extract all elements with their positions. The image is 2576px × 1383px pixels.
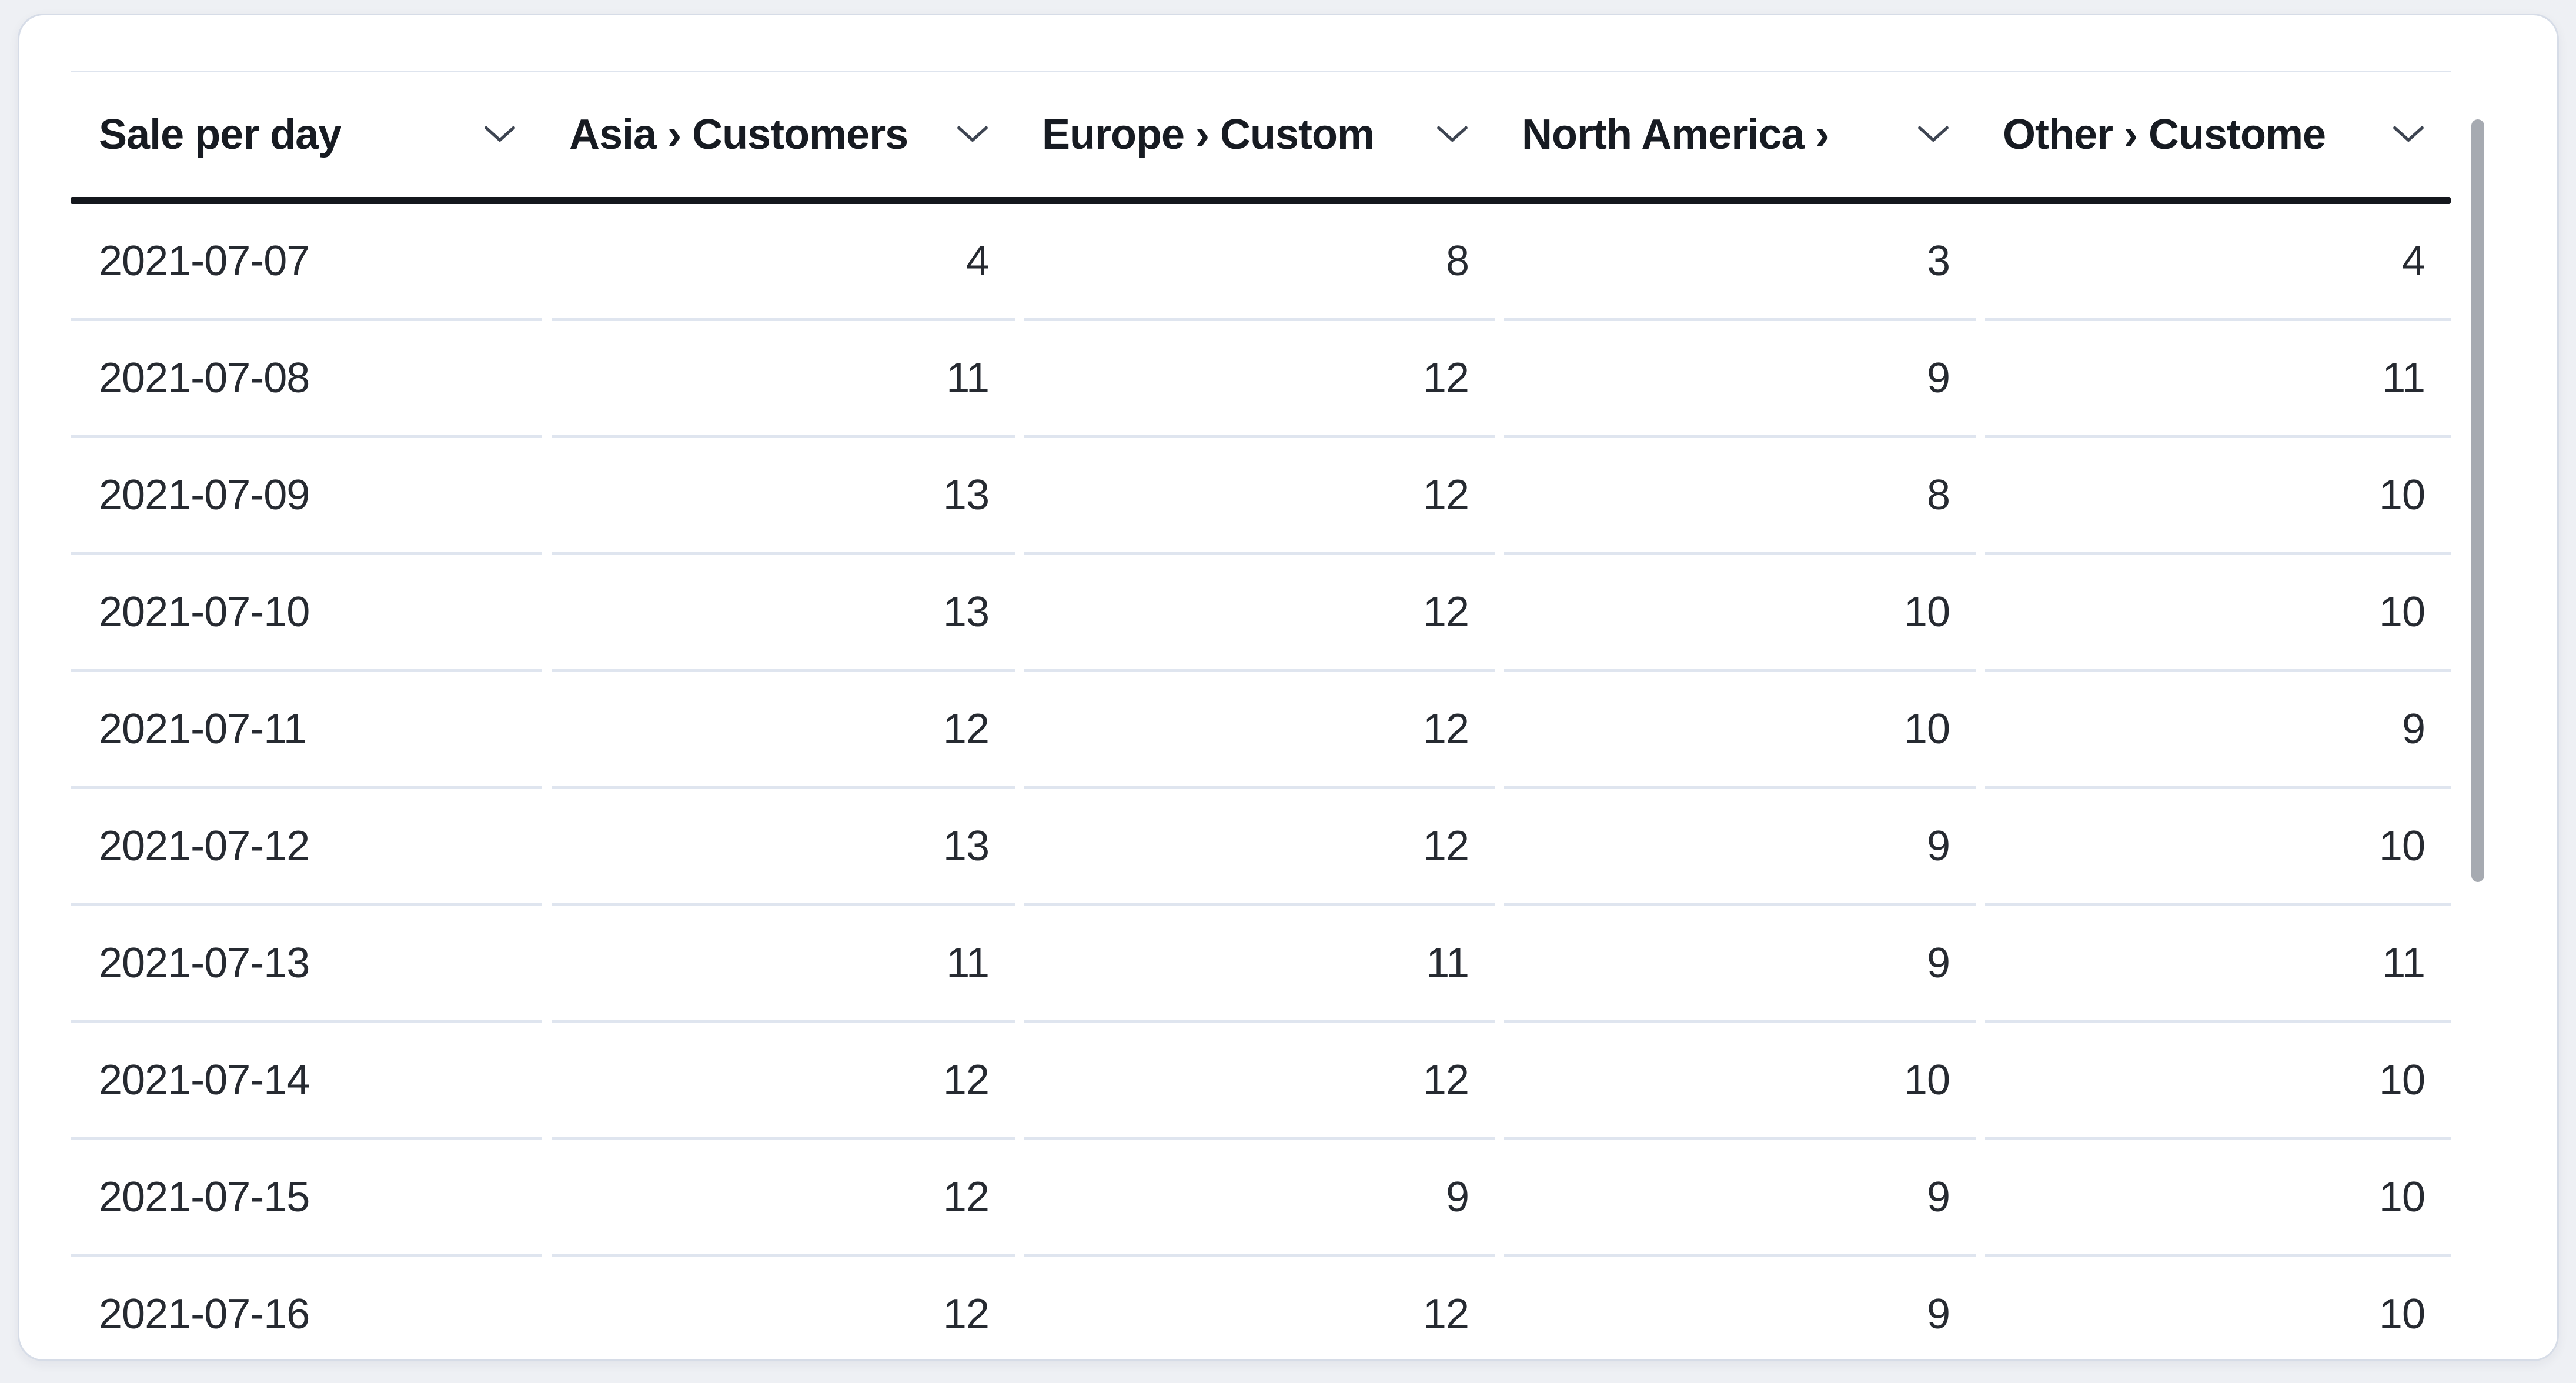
value-cell: 4 — [1985, 204, 2451, 321]
column-header-label: Sale per day — [99, 111, 342, 158]
table-row: 2021-07-10 13 12 10 10 — [71, 555, 2451, 672]
value-cell: 11 — [1024, 906, 1495, 1023]
column-header-europe-custom[interactable]: Europe › Custom — [1024, 72, 1495, 197]
column-header-label: Other › Custome — [2003, 111, 2326, 158]
value-cell: 12 — [1024, 1257, 1495, 1359]
header-divider — [71, 197, 2451, 204]
value-cell: 12 — [1024, 438, 1495, 555]
column-header-north-america[interactable]: North America › — [1504, 72, 1976, 197]
date-cell: 2021-07-07 — [71, 204, 542, 321]
value-cell: 12 — [552, 1023, 1015, 1140]
value-cell: 9 — [1024, 1140, 1495, 1257]
value-cell: 3 — [1504, 204, 1976, 321]
chevron-down-icon[interactable] — [1436, 125, 1469, 145]
table-row: 2021-07-16 12 12 9 10 — [71, 1257, 2451, 1359]
value-cell: 10 — [1504, 555, 1976, 672]
sales-table: Sale per day Asia › Customers Europe › C… — [71, 71, 2451, 1359]
chevron-down-icon[interactable] — [483, 125, 516, 145]
value-cell: 10 — [1985, 1023, 2451, 1140]
date-cell: 2021-07-10 — [71, 555, 542, 672]
value-cell: 9 — [1504, 1140, 1976, 1257]
value-cell: 10 — [1985, 438, 2451, 555]
table-row: 2021-07-14 12 12 10 10 — [71, 1023, 2451, 1140]
chevron-down-icon[interactable] — [2392, 125, 2425, 145]
value-cell: 10 — [1504, 1023, 1976, 1140]
value-cell: 11 — [552, 321, 1015, 438]
value-cell: 13 — [552, 438, 1015, 555]
chevron-down-icon[interactable] — [956, 125, 989, 145]
chevron-down-icon[interactable] — [1917, 125, 1950, 145]
value-cell: 4 — [552, 204, 1015, 321]
column-header-other-custome[interactable]: Other › Custome — [1985, 72, 2451, 197]
value-cell: 9 — [1504, 789, 1976, 906]
value-cell: 9 — [1504, 321, 1976, 438]
date-cell: 2021-07-16 — [71, 1257, 542, 1359]
value-cell: 13 — [552, 789, 1015, 906]
column-header-sale-per-day[interactable]: Sale per day — [71, 72, 542, 197]
value-cell: 12 — [552, 1140, 1015, 1257]
date-cell: 2021-07-11 — [71, 672, 542, 789]
table-row: 2021-07-09 13 12 8 10 — [71, 438, 2451, 555]
value-cell: 9 — [1985, 672, 2451, 789]
value-cell: 12 — [1024, 1023, 1495, 1140]
value-cell: 10 — [1985, 1257, 2451, 1359]
value-cell: 10 — [1985, 1140, 2451, 1257]
date-cell: 2021-07-09 — [71, 438, 542, 555]
sales-table-card: Sale per day Asia › Customers Europe › C… — [18, 14, 2559, 1361]
vertical-scrollbar[interactable] — [2471, 119, 2484, 882]
table-row: 2021-07-11 12 12 10 9 — [71, 672, 2451, 789]
column-header-label: Europe › Custom — [1042, 111, 1375, 158]
header-row: Sale per day Asia › Customers Europe › C… — [71, 72, 2451, 197]
value-cell: 10 — [1985, 555, 2451, 672]
value-cell: 12 — [1024, 789, 1495, 906]
value-cell: 13 — [552, 555, 1015, 672]
value-cell: 12 — [552, 1257, 1015, 1359]
value-cell: 10 — [1985, 789, 2451, 906]
column-header-label: North America › — [1522, 111, 1829, 158]
value-cell: 12 — [1024, 555, 1495, 672]
value-cell: 9 — [1504, 1257, 1976, 1359]
value-cell: 11 — [1985, 906, 2451, 1023]
table-row: 2021-07-08 11 12 9 11 — [71, 321, 2451, 438]
date-cell: 2021-07-08 — [71, 321, 542, 438]
table-row: 2021-07-13 11 11 9 11 — [71, 906, 2451, 1023]
value-cell: 12 — [1024, 672, 1495, 789]
value-cell: 8 — [1024, 204, 1495, 321]
table-row: 2021-07-07 4 8 3 4 — [71, 204, 2451, 321]
column-header-asia-customers[interactable]: Asia › Customers — [552, 72, 1015, 197]
value-cell: 12 — [1024, 321, 1495, 438]
value-cell: 9 — [1504, 906, 1976, 1023]
date-cell: 2021-07-13 — [71, 906, 542, 1023]
table-row: 2021-07-12 13 12 9 10 — [71, 789, 2451, 906]
date-cell: 2021-07-15 — [71, 1140, 542, 1257]
value-cell: 11 — [1985, 321, 2451, 438]
date-cell: 2021-07-14 — [71, 1023, 542, 1140]
value-cell: 10 — [1504, 672, 1976, 789]
date-cell: 2021-07-12 — [71, 789, 542, 906]
value-cell: 8 — [1504, 438, 1976, 555]
column-header-label: Asia › Customers — [569, 111, 908, 158]
value-cell: 12 — [552, 672, 1015, 789]
table-row: 2021-07-15 12 9 9 10 — [71, 1140, 2451, 1257]
value-cell: 11 — [552, 906, 1015, 1023]
table-top-border — [71, 71, 2451, 72]
table-body: 2021-07-07 4 8 3 4 2021-07-08 11 12 9 11 2021-07-0… — [71, 204, 2451, 1359]
